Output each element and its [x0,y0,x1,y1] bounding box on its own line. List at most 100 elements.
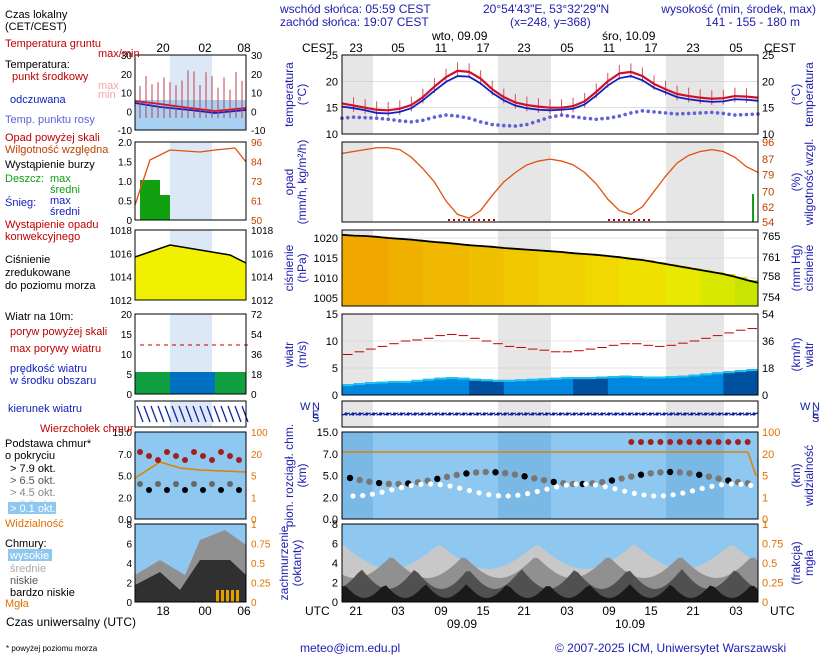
email-link[interactable]: meteo@icm.edu.pl [300,641,400,655]
mini-cb-dot [164,449,170,455]
pressure-fill [527,250,539,306]
mini-tick: -10 [118,126,133,137]
rain-bar [752,194,754,222]
axis-label-cloudbase: pion. rozciągł. chm. [282,424,296,527]
time-tick-top: 23 [349,41,363,55]
legend-perceived: odczuwana [10,94,67,106]
pressure-fill [666,264,678,306]
wind-speed-top [666,376,678,378]
mini-cb-dot [191,449,197,455]
mini-tick: 2.0 [118,138,132,149]
cloud-base-dot [648,470,654,476]
wind-arrow-head [614,412,617,415]
tick-label: 54 [762,309,774,321]
tick-label: 0 [762,597,768,609]
night-band [342,142,373,222]
conv-precip-mark [448,219,450,221]
wind-arrow-head [711,412,714,415]
tick-label: 70 [762,187,774,199]
dewpoint-point [542,117,546,121]
pressure-fill [411,240,423,306]
cloud-base-dot [521,473,527,479]
mini-tick: 0.5 [118,197,132,208]
axis-label-fog: mgła [802,550,816,576]
wind-speed-top [608,376,620,378]
pressure-fill [469,245,481,306]
tick-label: 96 [762,137,774,149]
wind-speed-bar [377,382,389,396]
mini-tick: 1016 [251,249,274,260]
legend-high: wysokie [9,550,49,562]
dewpoint-point [531,121,535,125]
mini-night-band [170,401,212,427]
dewpoint-point [358,116,362,120]
mini-tick: 1012 [110,296,133,307]
wind-arrow-head [593,412,596,415]
pressure-fill [458,244,470,306]
mini-wind-fill [135,372,170,394]
wind-speed-top [411,380,423,382]
tick-label: 1015 [314,253,338,265]
mini-tick: 20 [251,70,263,81]
dewpoint-point [537,119,541,123]
cloud-base-dot [483,469,489,475]
wind-speed-bar [538,378,550,395]
legend-maxmin: max/min [98,48,140,60]
cloud-base-dot [687,439,693,445]
wind-speed-bar [469,379,481,395]
dewpoint-point [444,113,448,117]
cloud-base-dot [716,439,722,445]
wind-speed-bar [515,379,527,395]
time-tick-top: 05 [560,41,574,55]
wind-speed-bar [642,377,654,395]
dewpoint-point [618,114,622,118]
wind-arrow-head [420,412,423,415]
dewpoint-point [473,118,477,122]
mini-tick: 0 [126,390,132,401]
cest-right-label: CEST [764,41,797,55]
tick-label: 1010 [314,273,338,285]
wind-arrow-head [676,412,679,415]
night-band [342,55,373,134]
mini-cb-dot [155,481,161,487]
mini-tick: 4 [126,559,132,570]
conv-precip-mark [633,219,635,221]
time-tick-bottom: 09 [434,604,448,618]
mini-tick: 1 [251,520,257,531]
dewpoint-point [433,115,437,119]
legend-min: min [98,89,116,101]
wind-arrow-head [517,412,520,415]
dewpoint-point [375,116,379,120]
mini-tick: 1.5 [118,158,132,169]
wind-speed-bar [735,370,747,395]
pressure-fill [631,259,643,306]
mini-tick: 1 [251,493,257,504]
mini-tick: 20 [121,310,133,321]
dewpoint-point [398,119,402,123]
dewpoint-point [386,117,390,121]
cloud-base-dot [535,489,540,494]
elevation-title: wysokość (min, środek, max) [660,2,816,16]
dewpoint-point [750,112,754,116]
cloud-base-dot [657,439,663,445]
wind-speed-top [377,382,389,384]
wind-speed-bar [562,377,574,395]
cloud-base-dot [667,439,673,445]
footnote: * powyżej poziomu morza [6,644,98,653]
legend-soil-temp: Temperatura gruntu [5,38,101,50]
day2-label: śro, 10.09 [602,29,656,43]
dewpoint-point [514,124,518,128]
cloud-base-dot [473,469,479,475]
wind-arrow-head [462,412,465,415]
wind-speed-top [746,369,758,371]
legend-okt01: > 0.1 okt. [10,503,56,515]
wind-arrow-head [725,412,728,415]
time-tick-top: 23 [517,41,531,55]
wind-speed-top [712,372,724,374]
cloud-base-dot [677,439,683,445]
dewpoint-point [508,124,512,128]
conv-precip-mark [643,219,645,221]
wind-arrow-head [586,412,589,415]
cloud-base-dot [738,482,743,487]
night-band [666,55,724,134]
